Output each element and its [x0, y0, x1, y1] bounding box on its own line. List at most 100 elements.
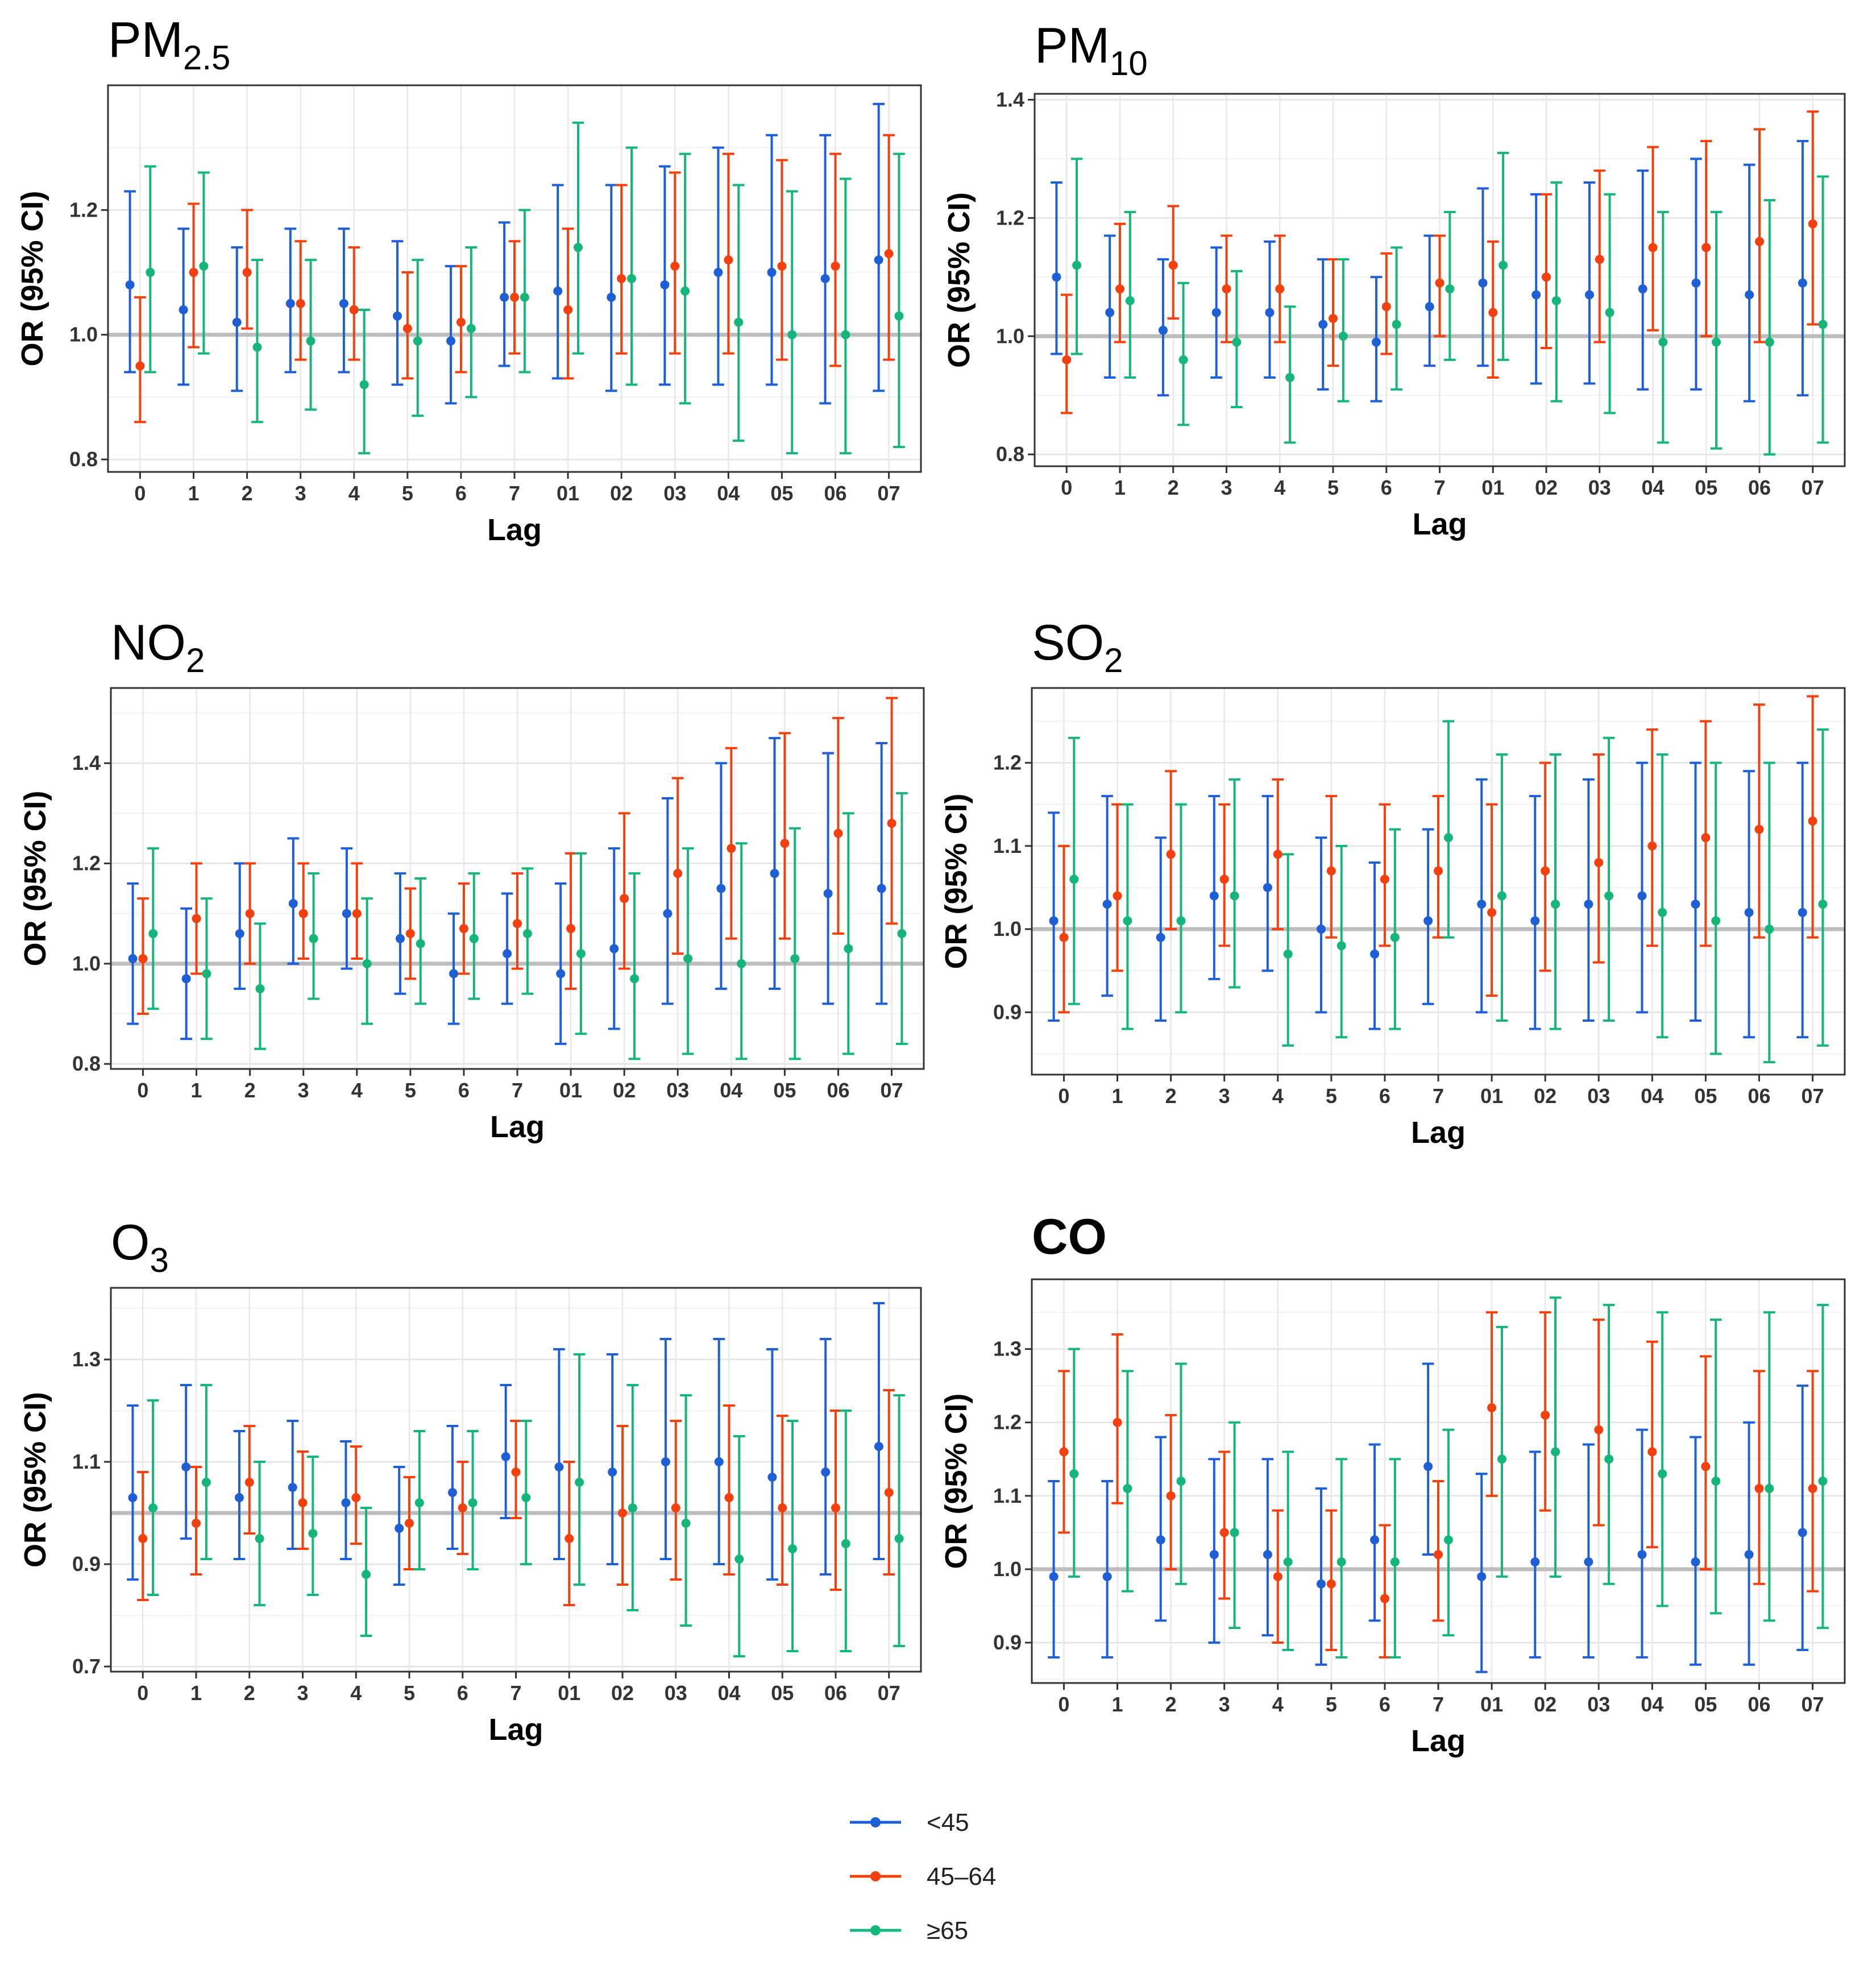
panel-title-main: O — [111, 1214, 150, 1270]
y-tick-label: 1.2 — [996, 206, 1024, 229]
x-tick-label: 1 — [1112, 1693, 1123, 1716]
x-tick-label: 1 — [191, 1079, 202, 1102]
data-point — [1166, 1491, 1176, 1500]
data-point — [1754, 824, 1764, 834]
data-point — [1263, 1550, 1272, 1560]
data-point — [1497, 1454, 1506, 1464]
x-tick-label: 4 — [350, 1681, 362, 1705]
series-2 — [1058, 695, 1819, 1014]
data-point — [563, 305, 573, 314]
x-tick-label: 05 — [770, 482, 793, 505]
data-point — [673, 869, 683, 878]
data-point — [778, 1503, 787, 1512]
data-point — [724, 255, 733, 265]
data-point — [1102, 1572, 1112, 1581]
data-point — [1423, 916, 1433, 926]
panel-title-main: PM — [1035, 17, 1110, 73]
data-point — [1755, 237, 1764, 246]
data-point — [661, 1457, 670, 1466]
data-point — [469, 934, 479, 943]
series-1 — [1051, 140, 1809, 403]
legend-item-1: <45 — [850, 1809, 969, 1837]
data-point — [1765, 337, 1774, 347]
data-point — [1049, 916, 1059, 926]
x-tick-label: 04 — [1641, 1084, 1663, 1108]
y-tick-label: 1.0 — [993, 1557, 1022, 1581]
data-point — [1102, 899, 1112, 909]
data-point — [242, 268, 252, 277]
data-point — [1069, 874, 1079, 884]
panels: PM2.50.81.01.20 1 2 3 4 5 6 7 01 02 03 04 05 06 07LagO… — [15, 11, 1846, 1758]
x-tick-label: 07 — [1802, 476, 1824, 499]
series-2 — [1060, 110, 1819, 414]
x-tick-label: 07 — [1802, 1084, 1824, 1108]
x-tick-label: 01 — [559, 1079, 582, 1102]
data-point — [128, 954, 138, 964]
data-point — [447, 1488, 457, 1497]
data-point — [1478, 278, 1488, 288]
data-point — [500, 292, 509, 302]
data-point — [1818, 899, 1828, 909]
data-point — [392, 311, 402, 321]
x-tick-label: 06 — [824, 482, 846, 505]
data-point — [1125, 296, 1135, 305]
data-point — [777, 262, 787, 271]
y-tick-label: 0.9 — [993, 1000, 1022, 1023]
x-tick-label: 07 — [1802, 1693, 1824, 1716]
x-tick-label: 05 — [1694, 1084, 1717, 1108]
data-point — [1059, 1447, 1069, 1457]
data-point — [1584, 1557, 1593, 1566]
series-1 — [127, 1302, 885, 1586]
x-tick-label: 02 — [610, 482, 633, 505]
x-tick-label: 07 — [881, 1079, 903, 1102]
data-point — [402, 324, 412, 333]
data-point — [1380, 874, 1389, 884]
data-point — [683, 954, 693, 964]
y-tick-label: 1.3 — [72, 1348, 101, 1371]
data-point — [681, 1519, 691, 1528]
y-axis-title: OR (95% CI) — [15, 190, 49, 366]
x-tick-label: 1 — [190, 1681, 202, 1705]
series-1 — [1048, 761, 1809, 1039]
x-axis-title: Lag — [1411, 1116, 1466, 1150]
data-point — [609, 944, 619, 954]
x-tick-label: 0 — [1058, 1693, 1069, 1716]
data-point — [770, 869, 779, 878]
x-tick-label: 6 — [1379, 1084, 1391, 1108]
y-tick-label: 1.1 — [993, 1484, 1022, 1507]
data-point — [1166, 849, 1176, 859]
data-point — [1052, 272, 1061, 282]
data-point — [1691, 278, 1701, 288]
panel-title: NO2 — [111, 614, 205, 679]
x-tick-label: 7 — [1433, 1693, 1444, 1716]
panel-title-main: CO — [1032, 1208, 1107, 1265]
data-point — [1337, 941, 1346, 951]
data-point — [456, 317, 466, 327]
data-point — [513, 919, 522, 928]
x-tick-label: 4 — [1274, 476, 1285, 499]
data-point — [1542, 272, 1551, 282]
data-point — [1370, 949, 1380, 959]
data-point — [1285, 373, 1295, 383]
data-point — [1434, 1550, 1443, 1560]
data-point — [359, 380, 369, 389]
x-tick-label: 06 — [824, 1681, 847, 1705]
series-1 — [124, 102, 885, 405]
data-point — [341, 1498, 351, 1507]
x-tick-label: 07 — [878, 1681, 900, 1705]
x-tick-label: 04 — [717, 482, 740, 505]
data-point — [897, 928, 907, 938]
x-tick-label: 05 — [771, 1681, 794, 1705]
data-point — [395, 1524, 404, 1533]
data-point — [734, 317, 744, 327]
x-tick-label: 1 — [188, 482, 200, 505]
x-tick-label: 1 — [1112, 1084, 1123, 1108]
data-point — [466, 324, 476, 333]
x-tick-label: 02 — [611, 1681, 634, 1705]
x-tick-label: 01 — [1480, 1693, 1503, 1716]
data-point — [1425, 302, 1434, 312]
data-point — [1176, 916, 1186, 926]
y-tick-label: 0.9 — [72, 1552, 101, 1576]
data-point — [1818, 320, 1828, 329]
x-tick-label: 01 — [558, 1681, 580, 1705]
